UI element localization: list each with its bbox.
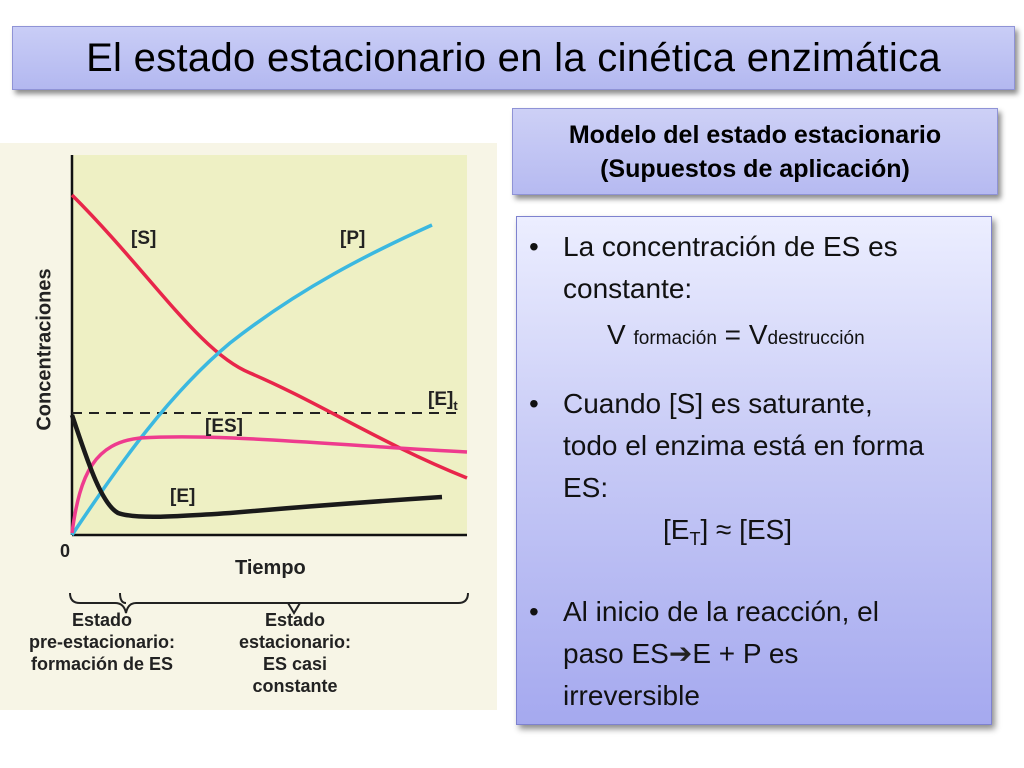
plot-area [72, 155, 467, 535]
slide-title: El estado estacionario en la cinética en… [86, 35, 941, 80]
rate-v2: V [748, 319, 768, 350]
rate-equation: V formación = Vdestrucción [607, 314, 865, 360]
bullet3-line2b: E + P es [692, 638, 799, 669]
substrate-label: [S] [131, 228, 157, 249]
origin-label: 0 [60, 541, 71, 561]
steady-line3: ES casi [262, 654, 328, 674]
bullet3-line3: irreversible [563, 680, 700, 711]
pre-steady-line1: Estado [71, 610, 132, 630]
es-label: [ES] [205, 416, 243, 437]
pre-steady-line2: pre-estacionario: [28, 632, 176, 652]
et-sub: T [689, 529, 701, 549]
product-curve [70, 223, 433, 536]
model-heading-box: Modelo del estado estacionario (Supuesto… [512, 108, 998, 195]
rate-equals: = [724, 319, 742, 350]
rate-v1: V [607, 319, 626, 350]
steady-line4: constante [252, 676, 338, 696]
et-close: ] ≈ [ES] [700, 514, 793, 545]
steady-state-label: Estado estacionario: ES casi constante [220, 609, 370, 697]
arrow-icon: ➔ [668, 638, 693, 669]
pre-steady-line3: formación de ES [30, 654, 174, 674]
pre-steady-state-label: Estado pre-estacionario: formación de ES [18, 609, 186, 675]
steady-line1: Estado [264, 610, 325, 630]
bullet3-line2: paso ES➔E + P es [563, 633, 979, 675]
e-total-text: [E] [428, 389, 454, 410]
model-heading-line2: (Supuestos de aplicación) [600, 154, 910, 183]
bullet-dot: • [529, 388, 539, 419]
bullet1-line2: constante: [563, 273, 693, 304]
product-label: [P] [340, 228, 366, 249]
slide-title-box: El estado estacionario en la cinética en… [12, 26, 1015, 90]
rate-sub-destruccion: destrucción [767, 328, 865, 349]
assumptions-box: • La concentración de ES es constante: V… [516, 216, 992, 725]
bullet2-line1: Cuando [S] es saturante, [563, 388, 873, 419]
model-heading-line1: Modelo del estado estacionario [568, 120, 942, 149]
bullet2-line3: ES: [563, 472, 609, 503]
steady-line2: estacionario: [238, 632, 352, 652]
es-complex-curve [70, 435, 468, 534]
et-open: [E [663, 514, 690, 545]
kinetics-plot [69, 155, 469, 615]
bullet-dot: • [529, 596, 539, 627]
bullet3-line1: Al inicio de la reacción, el [563, 596, 879, 627]
x-axis-label: Tiempo [235, 557, 306, 579]
bullet2-line2: todo el enzima está en forma [563, 430, 925, 461]
e-total-sub: t [453, 398, 458, 413]
time-region-braces [69, 592, 469, 614]
kinetics-figure: Concentraciones 0 Tiempo [S] [P] [ES] [E… [0, 143, 497, 710]
rate-sub-formacion: formación [633, 328, 717, 349]
bullet1-line1: La concentración de ES es [563, 231, 898, 262]
y-axis-label: Concentraciones [33, 268, 56, 431]
bullet-dot: • [529, 231, 539, 262]
substrate-curve [70, 193, 468, 480]
brace-divider [119, 592, 127, 604]
brace-tip-right [287, 602, 301, 615]
enzyme-label: [E] [170, 486, 196, 507]
e-total-label: [E]t [428, 389, 458, 413]
bullet3-line2a: paso ES [563, 638, 669, 669]
free-enzyme-curve [69, 414, 443, 520]
et-equation: [ET] ≈ [ES] [663, 509, 792, 560]
